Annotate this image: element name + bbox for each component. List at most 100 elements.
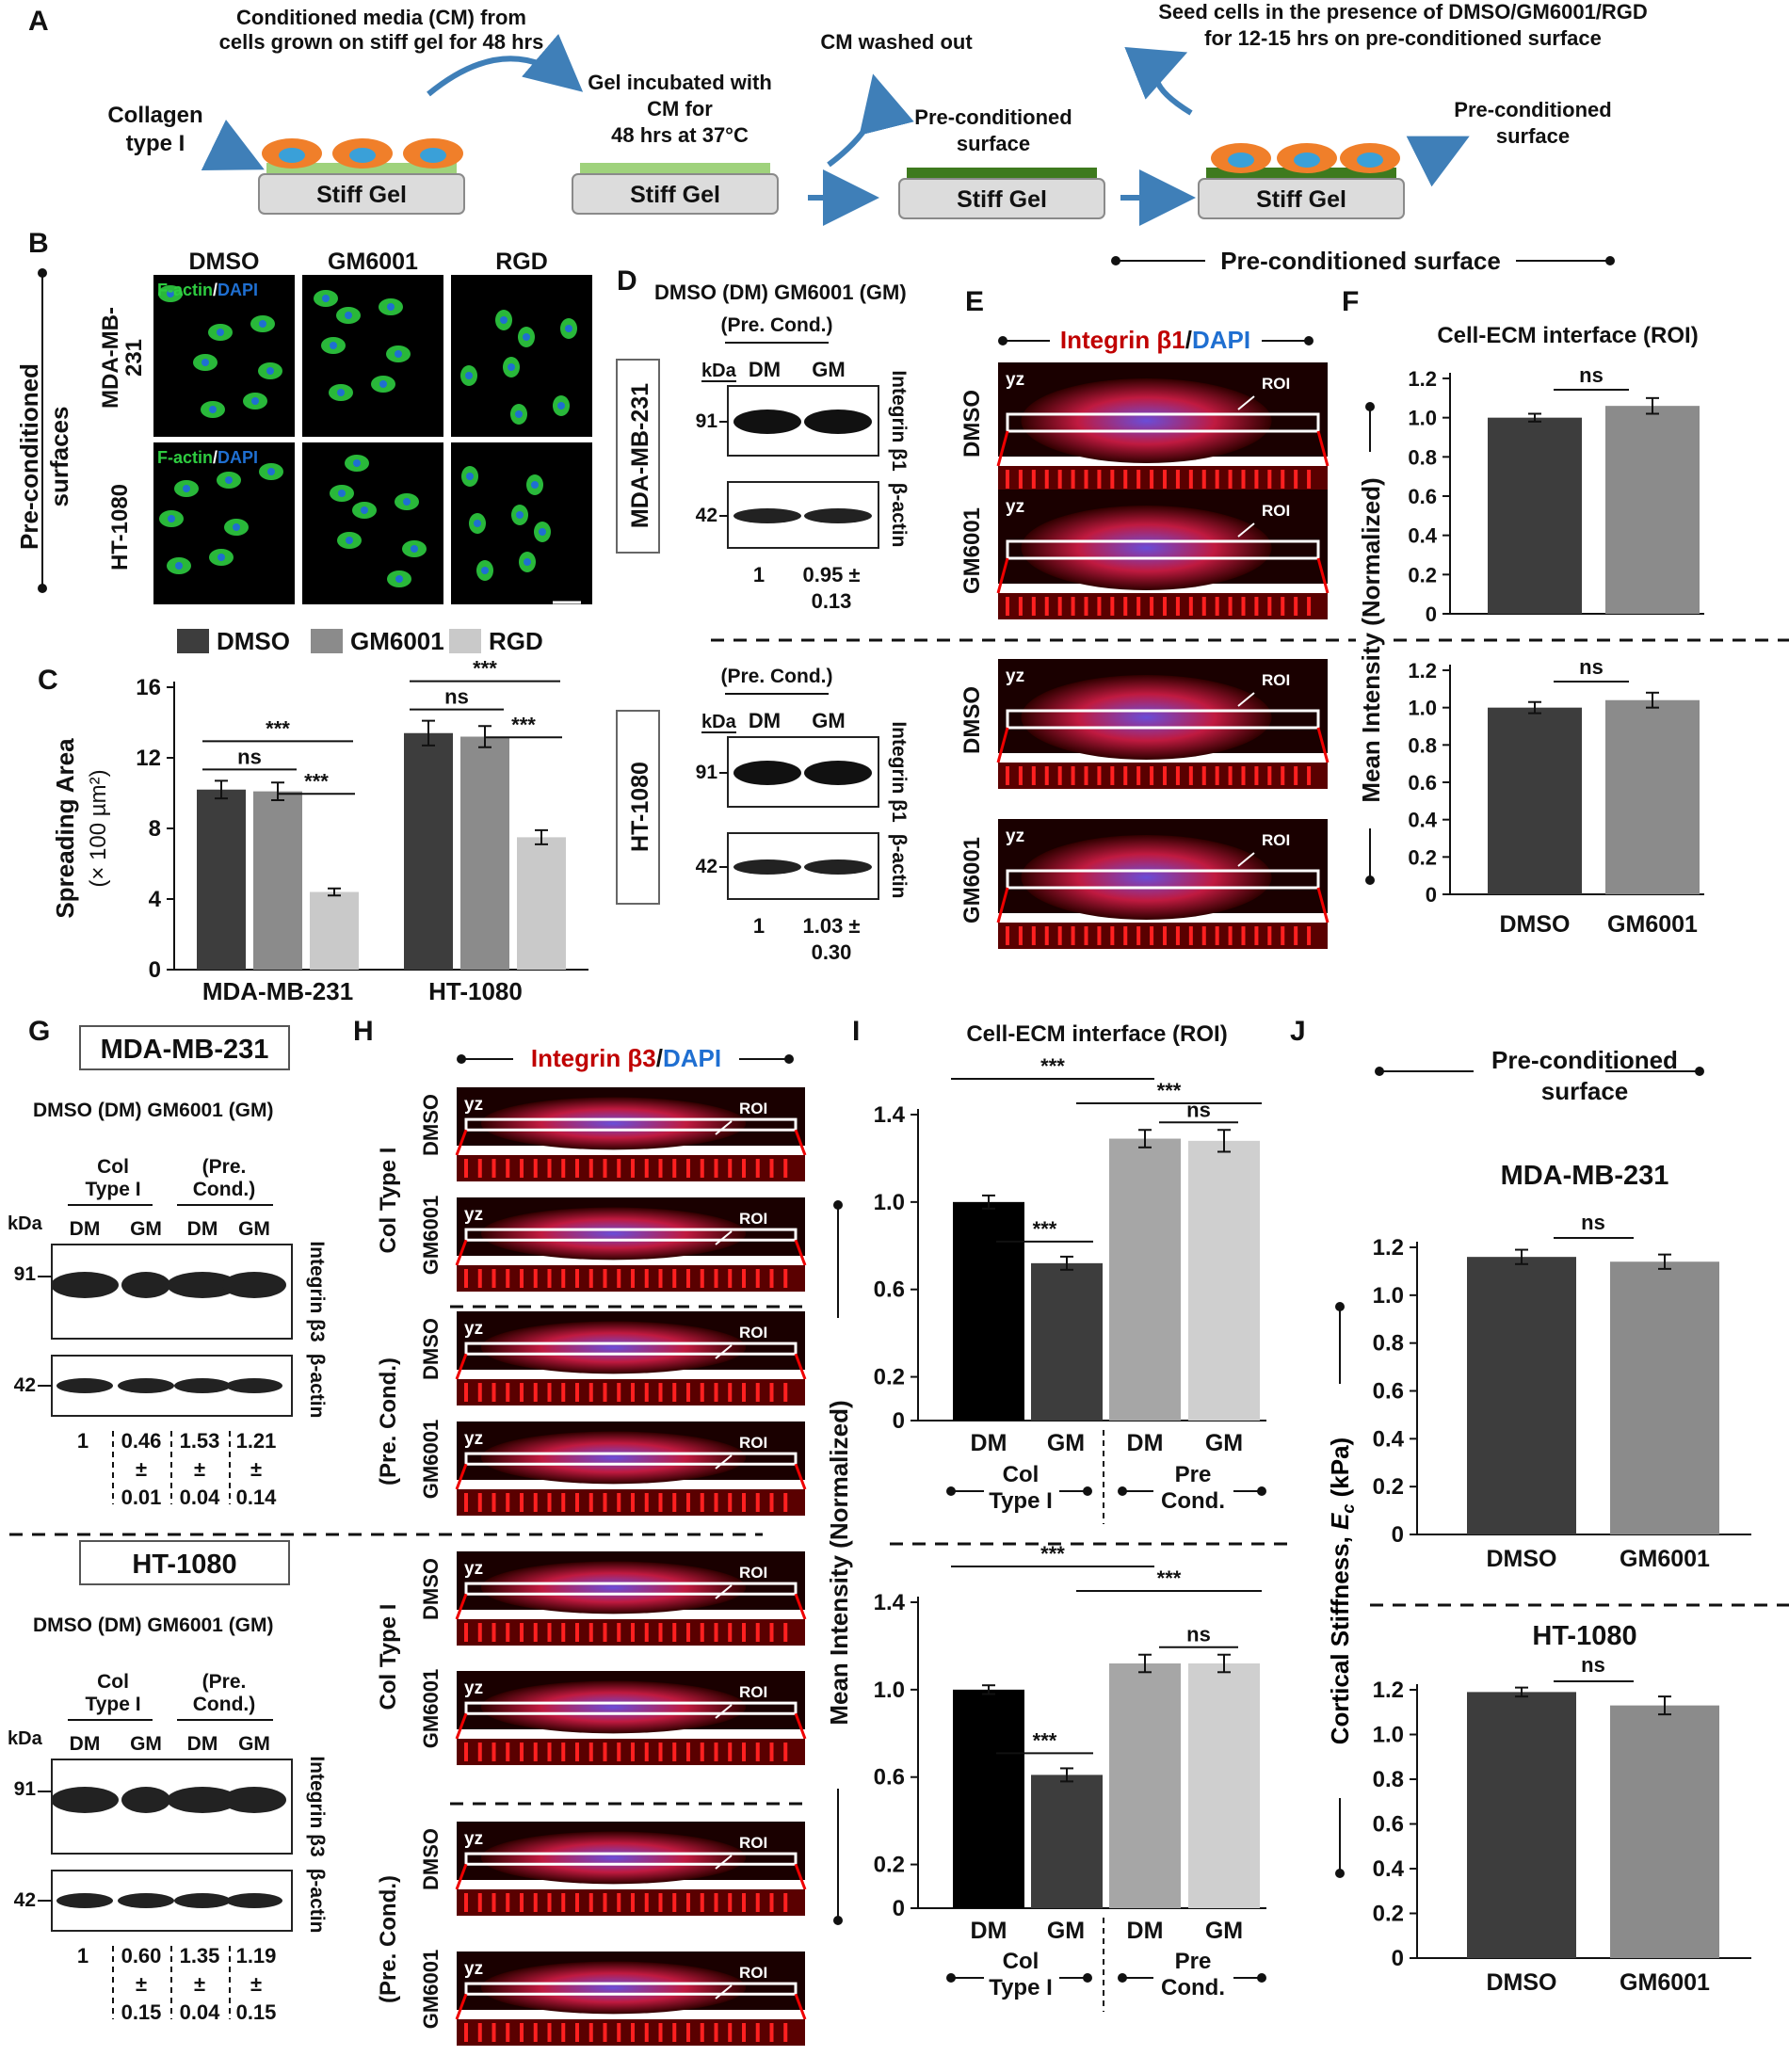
quant-value: 0.30: [812, 940, 852, 964]
gel-step-3: Stiff Gel: [898, 168, 1105, 219]
protein-label: β-actin: [306, 1869, 328, 1934]
signal-line: [783, 1893, 788, 1912]
nucleus-fluor: [233, 523, 240, 531]
signal-line: [1307, 766, 1312, 785]
signal-line: [1163, 597, 1167, 616]
seed-text: Seed cells in the presence of DMSO/GM600…: [1158, 0, 1648, 24]
curved-arrow: [427, 33, 584, 97]
roi-arrow: [715, 1344, 733, 1359]
zoom-line: [455, 1463, 468, 1490]
nucleus-fluor: [217, 329, 224, 336]
curved-arrow: [827, 73, 914, 168]
roi-box: [464, 1117, 798, 1132]
gel-incubated-text: 48 hrs at 37°C: [611, 123, 749, 147]
signal-line: [1044, 470, 1049, 489]
gel-incubated-text: Gel incubated with: [588, 71, 772, 94]
yz-image: yz ROI: [996, 362, 1330, 492]
signal-line: [755, 1159, 760, 1178]
nucleus-fluor: [330, 342, 337, 349]
signal-line: [1071, 766, 1075, 785]
nucleus-fluor: [338, 490, 346, 497]
gel-step-4: Stiff Gel: [1198, 143, 1405, 219]
signal-line: [506, 1493, 510, 1512]
signal-line: [533, 1383, 538, 1402]
quant-value: 1.21: [236, 1429, 277, 1453]
y-tick-label: 0.2: [874, 1853, 905, 1878]
signal-line: [783, 1623, 788, 1642]
signal-line: [464, 1159, 468, 1178]
signal-line: [672, 1493, 677, 1512]
bar: [1109, 1663, 1181, 1908]
chart-F-top: 0 0.2 0.4 0.6 0.8 1.0 1.2 ns: [1408, 363, 1704, 626]
signal-line: [686, 1269, 690, 1288]
signal-line: [1294, 926, 1298, 945]
panel-e: E Integrin β1/DAPI yz ROI DMSO yz ROI GM6001 yz R…: [959, 286, 1330, 949]
nucleus-fluor: [403, 498, 411, 506]
band: [226, 1378, 282, 1393]
cell-name-box: [616, 359, 660, 554]
nucleus-fluor: [531, 481, 539, 489]
signal-line: [755, 1383, 760, 1402]
y-tick-label: 0.6: [1373, 1379, 1404, 1405]
y-tick-label: 1.4: [874, 1102, 906, 1128]
signal-line: [1188, 766, 1193, 785]
signal-line: [617, 1383, 621, 1402]
signal-line: [714, 1623, 718, 1642]
signal-line: [547, 1743, 552, 1761]
roi-arrow: [1237, 522, 1255, 538]
signal-line: [1201, 766, 1206, 785]
end-dot: [833, 1916, 843, 1925]
lane-label: GM: [238, 1733, 270, 1755]
lane-label: GM: [812, 709, 845, 732]
end-dot: [1365, 875, 1375, 885]
pointer-arrow: [1406, 136, 1470, 187]
signal-line: [1031, 926, 1036, 945]
signal-line: [700, 1893, 704, 1912]
signal-line: [588, 1493, 593, 1512]
nucleus-fluor: [168, 515, 175, 522]
micrograph: F-actin/DAPI: [153, 442, 295, 604]
lane-label: GM: [812, 358, 845, 381]
signal-line: [714, 1269, 718, 1288]
signal-line: [1018, 597, 1023, 616]
col-label: RGD: [495, 249, 548, 275]
y-tick-label: 0: [1426, 602, 1437, 626]
quant-value: ±: [250, 1972, 262, 1996]
cell-profile: [1021, 378, 1272, 463]
signal-line: [755, 1743, 760, 1761]
yz-label: yz: [464, 1429, 483, 1449]
signal-line: [1175, 597, 1180, 616]
nucleus-fluor: [267, 468, 275, 475]
signal-line: [492, 1383, 496, 1402]
zoom-line: [794, 1129, 807, 1156]
row-label: GM6001: [419, 1196, 443, 1275]
y-tick-label: 0.6: [1373, 1812, 1404, 1838]
signal-line: [492, 2023, 496, 2042]
signal-line: [603, 1743, 607, 1761]
yz-image: yz ROI: [455, 1671, 807, 1765]
signal-line: [1031, 470, 1036, 489]
signal-line: [617, 1159, 621, 1178]
nucleus-fluor: [361, 506, 368, 514]
signal-line: [672, 1623, 677, 1642]
signal-line: [1241, 470, 1246, 489]
precond-header: Pre-conditioned surface: [1111, 243, 1615, 275]
y-tick-label: 1.0: [1408, 407, 1437, 430]
signal-line: [1294, 470, 1298, 489]
gel-incubated-text: CM for: [647, 97, 713, 120]
end-dot: [1304, 336, 1314, 345]
nucleus-fluor: [524, 558, 531, 566]
x-category: GM: [1205, 1918, 1243, 1944]
nucleus-fluor: [345, 312, 352, 319]
blot-title: DMSO (DM) GM6001 (GM): [33, 1614, 274, 1636]
signal-line: [561, 1743, 566, 1761]
signal-line: [603, 1269, 607, 1288]
bar: [197, 789, 246, 970]
ylabel-mask: [1356, 452, 1386, 828]
signal-line: [658, 1493, 663, 1512]
collagen-label: type I: [126, 131, 185, 156]
signal-line: [575, 2023, 579, 2042]
end-dot: [946, 1486, 956, 1496]
band: [804, 761, 872, 785]
signal-line: [1281, 597, 1285, 616]
